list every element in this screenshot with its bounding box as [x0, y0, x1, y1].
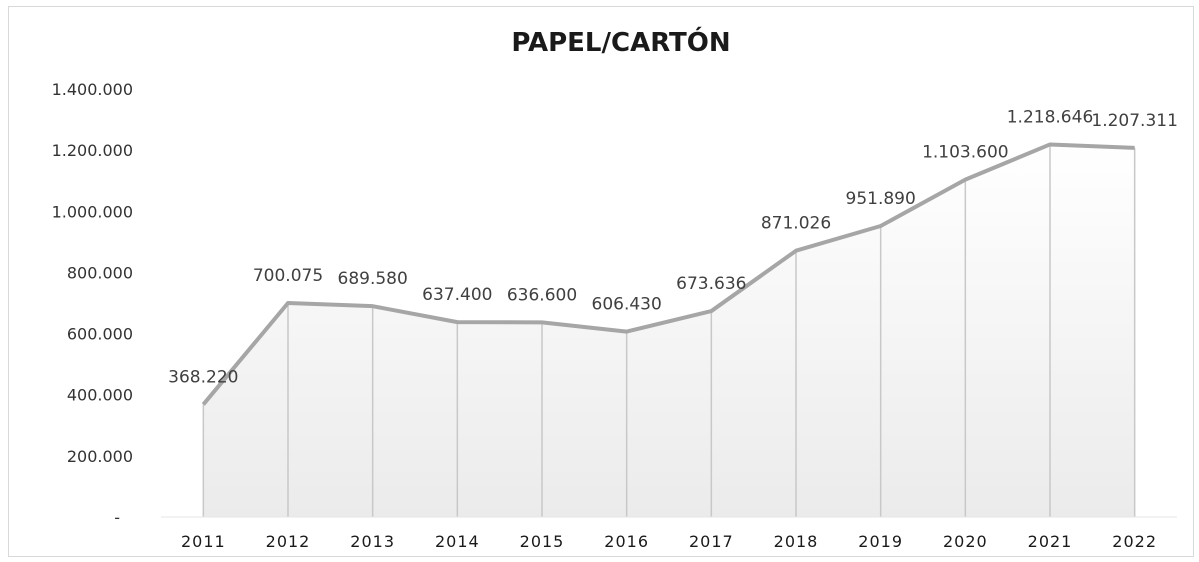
data-label: 871.026	[761, 214, 831, 234]
x-tick-label: 2020	[943, 532, 988, 551]
x-axis: 2011 2012 2013 2014 2015 2016 2017 2018 2019 2020…	[161, 516, 1177, 551]
area-fill	[203, 144, 1135, 517]
x-tick-label: 2018	[774, 532, 819, 551]
data-labels: 368.220 700.075 689.580 637.400 636.600 606.4…	[168, 107, 1178, 387]
data-label: 689.580	[338, 269, 408, 289]
x-tick-label: 2015	[520, 532, 565, 551]
series-line	[201, 142, 1135, 406]
line-chart: PAPEL/CARTÓN - 200.000 400.000 600.000 800.0…	[52, 26, 1178, 551]
data-label: 1.103.600	[922, 143, 1009, 163]
y-tick-label: 800.000	[67, 263, 133, 282]
y-axis: - 200.000 400.000 600.000 800.000 1.000.000 1.…	[52, 80, 133, 527]
y-tick-label: -	[114, 508, 120, 527]
plot-area	[201, 142, 1136, 517]
x-tick-label: 2016	[604, 532, 649, 551]
chart-frame: PAPEL/CARTÓN - 200.000 400.000 600.000 800.0…	[8, 6, 1194, 557]
x-tick-label: 2017	[689, 532, 734, 551]
data-label: 700.075	[253, 266, 323, 286]
data-label: 1.218.646	[1007, 107, 1094, 127]
x-tick-label: 2013	[350, 532, 395, 551]
data-label: 606.430	[592, 295, 662, 315]
data-label: 673.636	[676, 274, 746, 294]
y-tick-label: 600.000	[67, 325, 133, 344]
x-tick-label: 2011	[181, 532, 226, 551]
x-tick-label: 2021	[1028, 532, 1073, 551]
chart-title: PAPEL/CARTÓN	[511, 26, 730, 58]
y-tick-label: 1.000.000	[52, 202, 133, 221]
data-label: 951.890	[846, 189, 916, 209]
x-tick-label: 2014	[435, 532, 480, 551]
x-tick-label: 2022	[1112, 532, 1157, 551]
data-label: 1.207.311	[1091, 111, 1178, 131]
x-tick-label: 2012	[266, 532, 311, 551]
y-tick-label: 1.400.000	[52, 80, 133, 99]
data-label: 368.220	[168, 367, 238, 387]
y-tick-label: 400.000	[67, 386, 133, 405]
data-label: 636.600	[507, 285, 577, 305]
x-tick-label: 2019	[858, 532, 903, 551]
data-label: 637.400	[422, 285, 492, 305]
y-tick-label: 1.200.000	[52, 141, 133, 160]
y-tick-label: 200.000	[67, 447, 133, 466]
